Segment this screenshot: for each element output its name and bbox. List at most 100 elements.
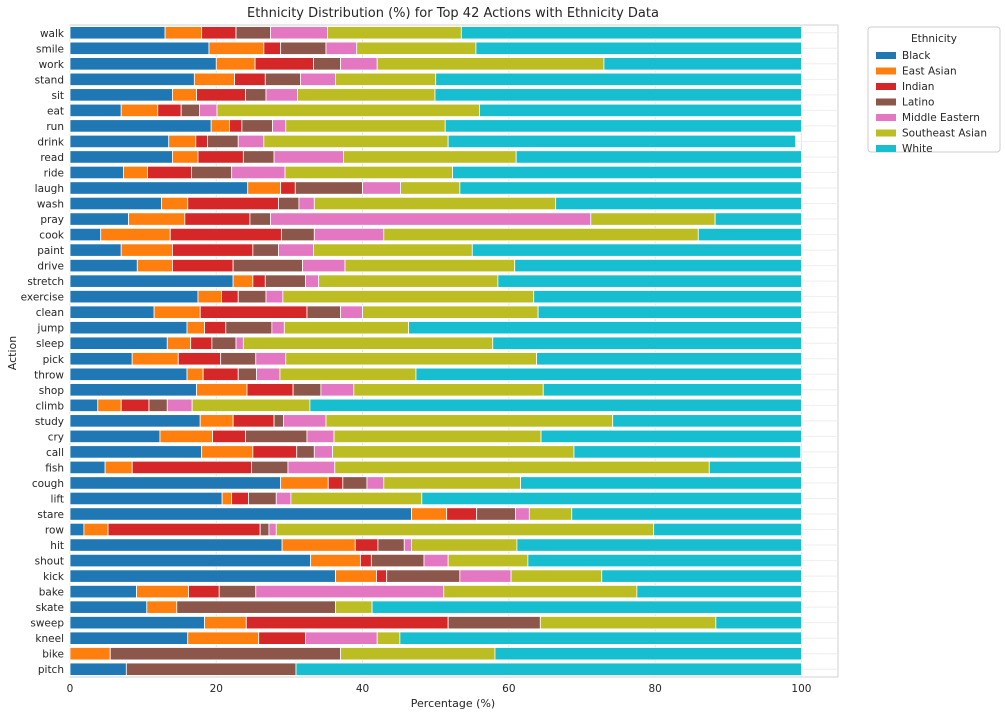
legend-label: Indian xyxy=(902,81,934,93)
bar-segment-run-white xyxy=(444,119,802,133)
legend-label: Middle Eastern xyxy=(902,112,980,124)
x-tick-label: 0 xyxy=(67,683,74,695)
bar-segment-drive-middle-eastern xyxy=(302,259,346,273)
bar-segment-drink-middle-eastern xyxy=(237,134,265,149)
bar-segment-cook-white xyxy=(697,227,802,242)
bar-segment-throw-middle-eastern xyxy=(256,367,281,381)
bar-segment-throw-southeast-asian xyxy=(279,367,417,381)
bar-segment-sit-indian xyxy=(196,88,246,102)
y-tick-label: jump xyxy=(37,323,65,335)
bar-segment-cough-east-asian xyxy=(280,476,329,490)
bar-segment-kick-black xyxy=(69,569,336,583)
bar-segment-ride-east-asian xyxy=(122,165,148,180)
bar-segment-read-southeast-asian xyxy=(343,150,517,164)
bar-segment-fish-latino xyxy=(250,460,289,475)
bar-segment-stand-white xyxy=(435,72,802,86)
bar-segment-sweep-black xyxy=(69,616,205,630)
bar-segment-lift-black xyxy=(69,491,223,506)
bar-segment-pick-east-asian xyxy=(131,352,179,366)
bar-segment-paint-black xyxy=(69,243,122,257)
y-tick-label: wash xyxy=(37,199,64,211)
bar-segment-walk-black xyxy=(69,26,166,40)
bar-segment-exercise-indian xyxy=(221,290,239,304)
bar-segment-stand-latino xyxy=(264,72,301,86)
bars xyxy=(69,26,802,676)
y-tick-label: cook xyxy=(39,230,65,242)
bar-segment-laugh-southeast-asian xyxy=(400,181,461,195)
bar-segment-cook-latino xyxy=(280,227,315,242)
bar-segment-pray-indian xyxy=(184,212,251,226)
y-tick-label: stare xyxy=(37,509,64,521)
bar-segment-bike-latino xyxy=(109,647,342,661)
bar-segment-stretch-white xyxy=(497,274,802,288)
bar-segment-sit-black xyxy=(69,88,173,102)
bar-segment-cry-middle-eastern xyxy=(306,429,335,443)
axes: 0 20 40 60 80 100 walk smile work stand sit eat run d… xyxy=(21,28,812,695)
bar-segment-cook-southeast-asian xyxy=(383,227,699,242)
bar-segment-wash-latino xyxy=(278,196,300,211)
bar-segment-fish-middle-eastern xyxy=(287,460,336,475)
bar-segment-hit-indian xyxy=(354,538,379,552)
y-tick-label: stretch xyxy=(27,276,64,288)
bar-segment-bike-east-asian xyxy=(69,647,111,661)
bar-segment-call-black xyxy=(69,445,203,459)
plot-area xyxy=(69,24,839,678)
y-tick-label: kick xyxy=(43,571,65,583)
bar-segment-wash-southeast-asian xyxy=(313,196,557,211)
bar-segment-work-white xyxy=(603,57,802,71)
bar-segment-row-southeast-asian xyxy=(275,522,655,537)
bar-segment-read-latino xyxy=(242,150,275,164)
bar-segment-walk-east-asian xyxy=(164,26,203,40)
bar-segment-shop-latino xyxy=(292,383,322,397)
y-tick-label: climb xyxy=(35,400,64,412)
bar-segment-clean-indian xyxy=(199,305,308,319)
bar-segment-lift-white xyxy=(421,491,802,506)
bar-segment-clean-east-asian xyxy=(153,305,201,319)
bar-segment-throw-black xyxy=(69,367,188,381)
bar-segment-sleep-latino xyxy=(211,336,237,350)
x-tick-label: 100 xyxy=(791,683,811,695)
y-tick-label: work xyxy=(39,59,65,71)
bar-segment-ride-latino xyxy=(191,165,233,180)
bar-segment-smile-white xyxy=(475,41,802,55)
x-tick-label: 20 xyxy=(210,683,223,695)
bar-segment-row-middle-eastern xyxy=(268,522,277,537)
bar-segment-fish-white xyxy=(708,460,802,475)
y-tick-label: pitch xyxy=(38,664,64,676)
bar-segment-jump-latino xyxy=(225,321,273,335)
legend-swatch xyxy=(876,52,896,59)
chart-title: Ethnicity Distribution (%) for Top 42 Ac… xyxy=(247,6,659,21)
bar-segment-row-east-asian xyxy=(83,522,109,537)
bar-segment-shout-black xyxy=(69,553,312,568)
bar-segment-fish-southeast-asian xyxy=(334,460,710,475)
bar-segment-call-latino xyxy=(296,445,315,459)
y-tick-label: run xyxy=(46,121,64,133)
legend-label: Black xyxy=(902,50,931,62)
bar-segment-cry-east-asian xyxy=(159,429,214,443)
bar-segment-pick-black xyxy=(69,352,133,366)
bar-segment-kick-white xyxy=(601,569,802,583)
legend-label: Southeast Asian xyxy=(902,128,987,140)
bar-segment-smile-southeast-asian xyxy=(356,41,477,55)
bar-segment-cry-latino xyxy=(245,429,308,443)
bar-segment-bake-indian xyxy=(188,585,220,599)
y-tick-label: bike xyxy=(42,649,64,661)
y-tick-label: shout xyxy=(35,556,64,568)
bar-segment-smile-east-asian xyxy=(208,41,265,55)
bar-segment-drive-latino xyxy=(232,259,303,273)
bar-segment-sleep-middle-eastern xyxy=(235,336,244,350)
bar-segment-work-east-asian xyxy=(215,57,256,71)
bar-segment-eat-indian xyxy=(157,103,182,117)
bar-segment-row-indian xyxy=(107,522,261,537)
bar-segment-lift-east-asian xyxy=(221,491,233,506)
bar-segment-paint-white xyxy=(471,243,802,257)
bar-segment-cough-black xyxy=(69,476,282,490)
y-tick-label: pray xyxy=(40,214,64,226)
y-tick-label: cry xyxy=(48,431,64,443)
bar-segment-stand-black xyxy=(69,72,195,86)
bar-segment-sleep-indian xyxy=(190,336,213,350)
bar-segment-walk-southeast-asian xyxy=(327,26,462,40)
bar-segment-walk-white xyxy=(460,26,802,40)
bar-segment-kick-southeast-asian xyxy=(510,569,603,583)
bar-segment-stretch-black xyxy=(69,274,234,288)
